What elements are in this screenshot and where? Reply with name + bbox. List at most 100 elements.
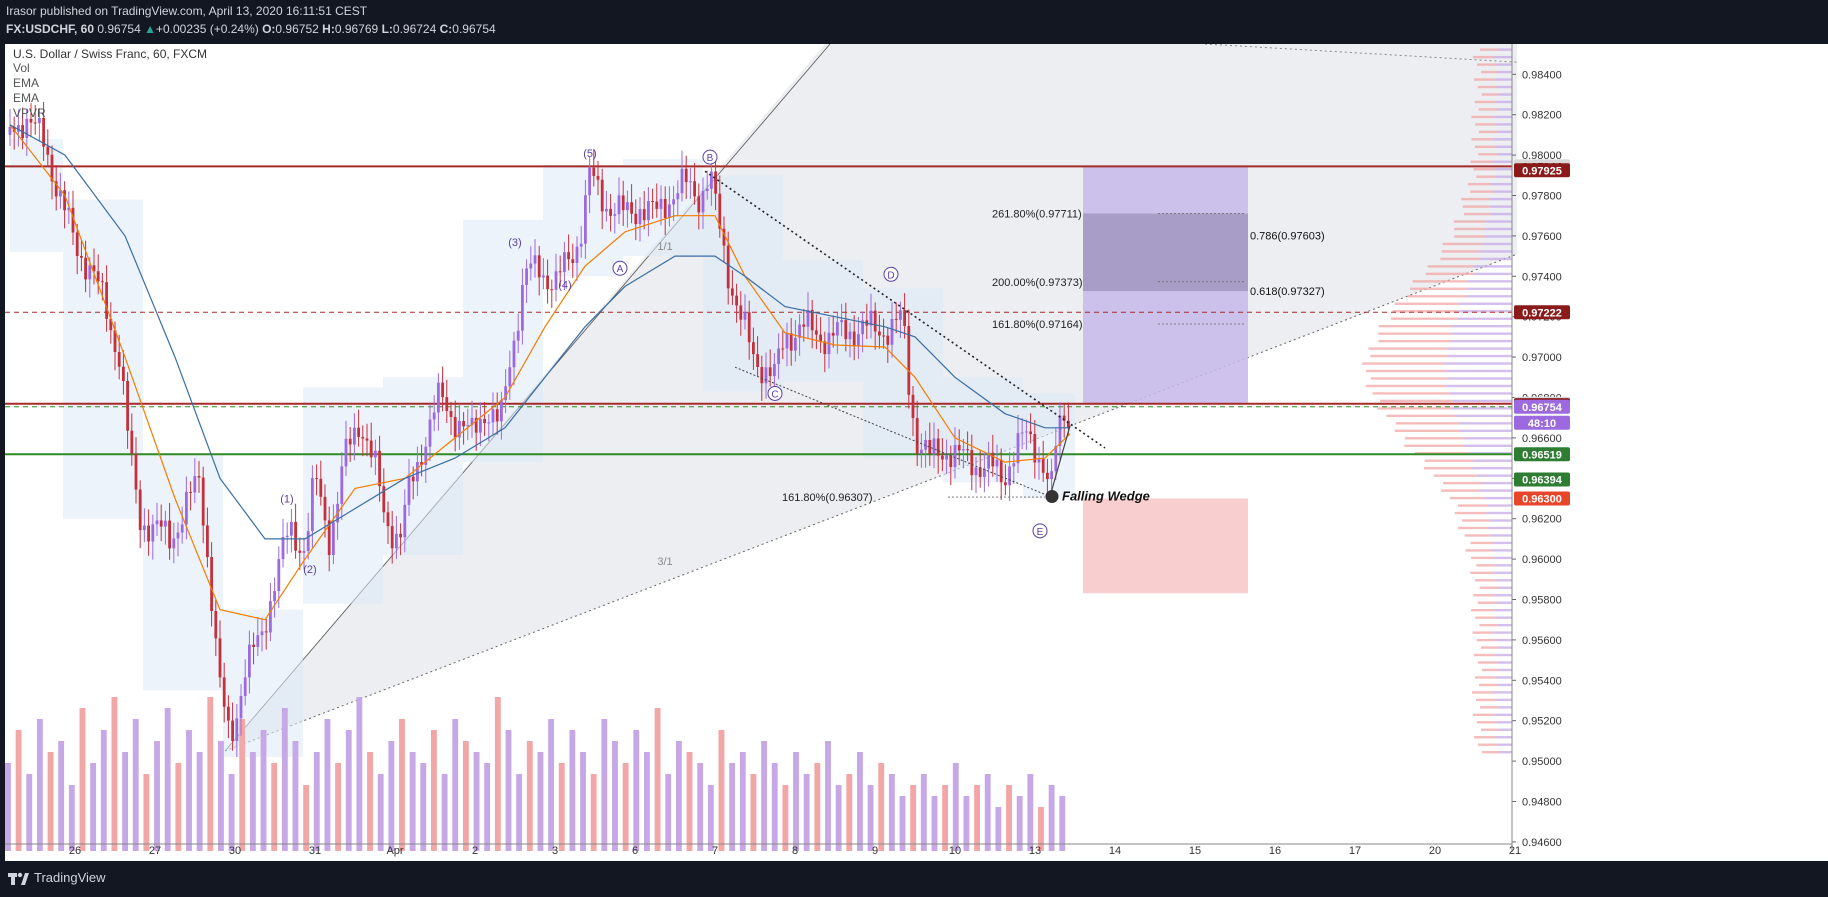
candle-body [852,331,856,347]
volume-bar [995,807,1002,851]
vpvr-bar-up [1498,751,1512,754]
candle-body [663,198,667,218]
candle-body [794,337,797,351]
volume-bar [15,730,22,851]
chart-area[interactable]: 261.80%(0.97711) 200.00%(0.97373) 161.80%(… [0,44,1828,861]
price-chart[interactable]: 261.80%(0.97711) 200.00%(0.97373) 161.80%(… [0,44,1828,861]
tradingview-logo-icon[interactable] [8,870,30,888]
vpvr-bar-up [1494,736,1512,739]
vpvr-bar-up [1486,511,1512,515]
x-tick-label: 14 [1109,845,1121,857]
volume-bar [942,785,949,851]
vpvr-bar-up [1447,347,1512,350]
volume-bar [984,774,991,851]
candle-body [231,720,234,741]
candle-body [752,342,755,355]
candle-body [714,171,717,194]
session-profile-box [1023,393,1075,499]
candle-body [848,331,852,340]
wave-circle [1032,523,1048,539]
price-tag-label: 0.96754 [1522,402,1563,414]
candle-body [710,171,713,189]
volume-bar [239,719,246,851]
symbol-label: FX:USDCHF, 60 [6,22,95,36]
vpvr-bar-down [1378,339,1452,343]
volume-bar [633,730,640,851]
candle-body [638,209,642,225]
candle-body [294,521,297,551]
candle-body [789,333,793,351]
vpvr-bar-down [1365,384,1447,388]
vpvr-bar-down [1461,197,1490,201]
candle-body [67,207,71,211]
candle-body [1037,458,1041,463]
candle-body [462,420,465,427]
candle-body [995,459,999,467]
candle-body [101,281,104,283]
candle-body [747,312,751,343]
volume-bar [580,752,586,851]
volume-bar [569,730,576,851]
change-value: +0.00235 (+0.24%) [155,22,259,36]
vpvr-bar-down [1462,519,1490,522]
vpvr-bar-down [1372,392,1450,395]
candle-body [999,459,1003,483]
wave-circle [612,260,628,276]
candle-body [983,468,986,478]
vpvr-bar-up [1487,526,1512,530]
fib-label: 161.80%(0.97164) [992,319,1083,331]
candle-body [445,397,449,411]
volume-bar [164,708,171,851]
candle-body [357,427,360,437]
candle-body [75,232,79,256]
candle-body [96,271,100,282]
vpvr-bar-down [1471,138,1494,141]
ema-fast-line [9,124,1071,621]
candle-body [857,334,860,347]
ratio-label: 3/1 [657,556,672,568]
volume-bar [249,752,256,851]
volume-bar [420,763,427,851]
candle-body [949,455,953,468]
vpvr-bar-down [1467,182,1493,186]
close-value: 0.96754 [452,22,496,36]
candle-body [38,117,41,124]
candle-body [264,631,268,633]
fib-label: 200.00%(0.97373) [992,277,1083,289]
candle-body [823,341,827,355]
price-tag-label: 0.96519 [1522,449,1562,461]
candle-body [525,268,528,285]
wave-circle-label: C [771,389,778,400]
vpvr-bar-down [1478,130,1498,134]
vpvr-bar-down [1475,123,1496,126]
candle-body [105,282,108,319]
candle-body [201,477,205,526]
vpvr-bar-down [1441,250,1481,253]
candle-body [155,520,159,525]
candle-body [953,444,957,468]
vpvr-bar-up [1498,668,1512,672]
volume-bar [931,796,938,851]
volume-bar [154,741,160,851]
vpvr-bar-up [1493,138,1512,141]
volume-bar [399,719,405,851]
candle-body [197,476,201,478]
vpvr-bar-up [1480,242,1512,246]
legend-item: Vol [13,61,30,75]
wedge-lower-line [734,366,1051,497]
legend-item: EMA [13,91,39,105]
x-tick-label: 6 [632,845,638,857]
candle-body [726,245,730,289]
candle-body [126,380,129,431]
candle-body [655,201,659,209]
candle-body [466,425,470,427]
vpvr-bar-down [1471,115,1494,119]
footer-brand[interactable]: TradingView [34,870,106,885]
y-tick-label: 0.95400 [1522,675,1562,687]
vpvr-bar-down [1370,377,1449,380]
vpvr-bar-down [1407,295,1466,298]
candle-body [222,677,226,707]
candle-body [642,209,646,221]
vpvr-bar-down [1477,743,1497,746]
candle-body [218,638,222,678]
